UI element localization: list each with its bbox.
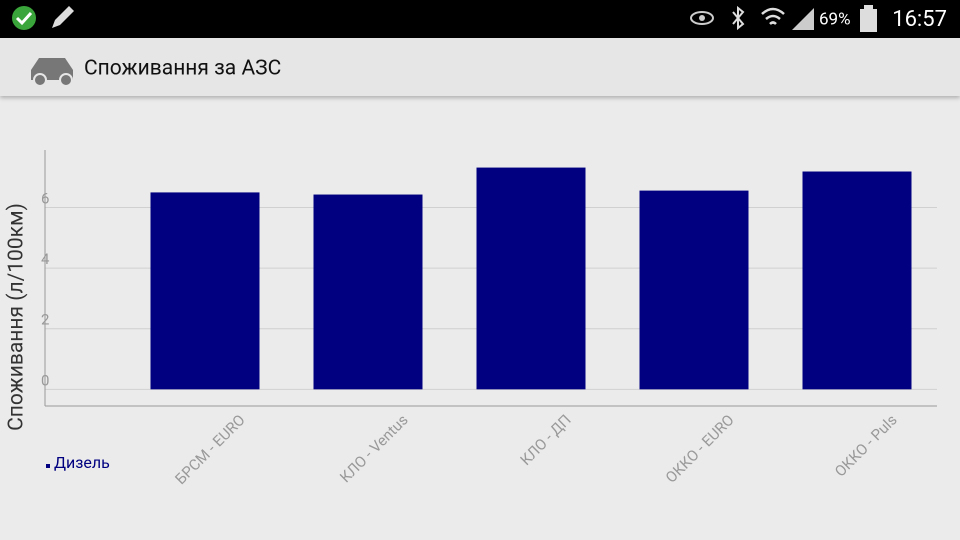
x-tick-label: ОККО - EURO <box>662 411 738 487</box>
legend-label: Дизель <box>54 453 110 472</box>
status-bar: 69% 16:57 <box>0 0 960 38</box>
x-tick-label: ОККО - Puls <box>831 411 901 481</box>
eye-icon <box>690 11 714 25</box>
x-tick-label: КЛО - ДП <box>517 411 575 469</box>
bar <box>476 167 586 390</box>
chart: Споживання (л/100км) 0246БРСМ - EUROКЛО … <box>5 150 937 488</box>
x-tick-label: БРСМ - EURO <box>171 411 248 488</box>
wifi-icon <box>761 7 785 25</box>
eye-pupil <box>699 15 705 21</box>
bar <box>150 192 260 390</box>
pencil-icon <box>52 6 74 28</box>
status-icons: 69% 16:57 <box>12 5 947 32</box>
car-wheel <box>33 73 47 87</box>
clock: 16:57 <box>892 7 947 32</box>
bar <box>802 171 912 390</box>
car-wheel <box>59 73 73 87</box>
x-tick-label: КЛО - Ventus <box>336 411 411 486</box>
app-bar-content: Споживання за АЗС <box>31 57 281 87</box>
battery-cap <box>864 5 873 9</box>
bar <box>313 194 423 390</box>
y-axis-label: Споживання (л/100км) <box>5 203 29 431</box>
bluetooth-icon <box>732 5 745 31</box>
legend-swatch <box>46 464 50 468</box>
check-icon <box>12 6 36 30</box>
battery-icon <box>860 9 877 32</box>
app-title: Споживання за АЗС <box>84 57 281 81</box>
battery-percent: 69% <box>819 9 851 29</box>
check-mark <box>15 11 33 26</box>
app-bar: Споживання за АЗС <box>0 38 960 96</box>
bar <box>639 190 749 390</box>
signal-icon <box>792 8 814 30</box>
